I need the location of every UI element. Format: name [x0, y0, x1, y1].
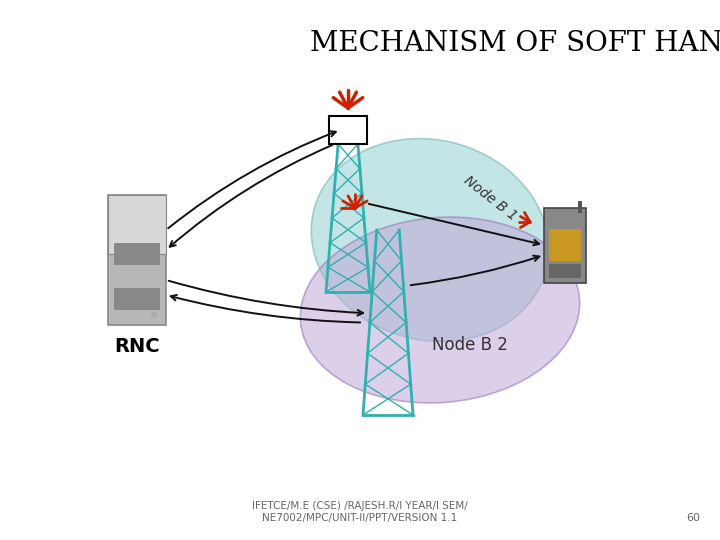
Bar	[544, 207, 586, 282]
Text: Node B 2: Node B 2	[432, 336, 508, 354]
Bar	[114, 243, 160, 265]
Ellipse shape	[311, 139, 549, 341]
Text: Node B 1: Node B 1	[461, 173, 519, 223]
Bar	[108, 195, 166, 325]
Circle shape	[151, 312, 157, 318]
Text: IFETCE/M.E (CSE) /RAJESH.R/I YEAR/I SEM/
NE7002/MPC/UNIT-II/PPT/VERSION 1.1: IFETCE/M.E (CSE) /RAJESH.R/I YEAR/I SEM/…	[252, 501, 468, 523]
Bar	[329, 116, 367, 144]
Text: 60: 60	[686, 513, 700, 523]
Text: MECHANISM OF SOFT HANDOVER: MECHANISM OF SOFT HANDOVER	[310, 30, 720, 57]
Bar	[578, 200, 582, 213]
Ellipse shape	[300, 217, 580, 403]
Text: RNC: RNC	[114, 337, 160, 356]
Bar	[114, 288, 160, 310]
Bar	[108, 195, 166, 253]
Bar	[549, 264, 581, 278]
Bar	[549, 229, 581, 260]
